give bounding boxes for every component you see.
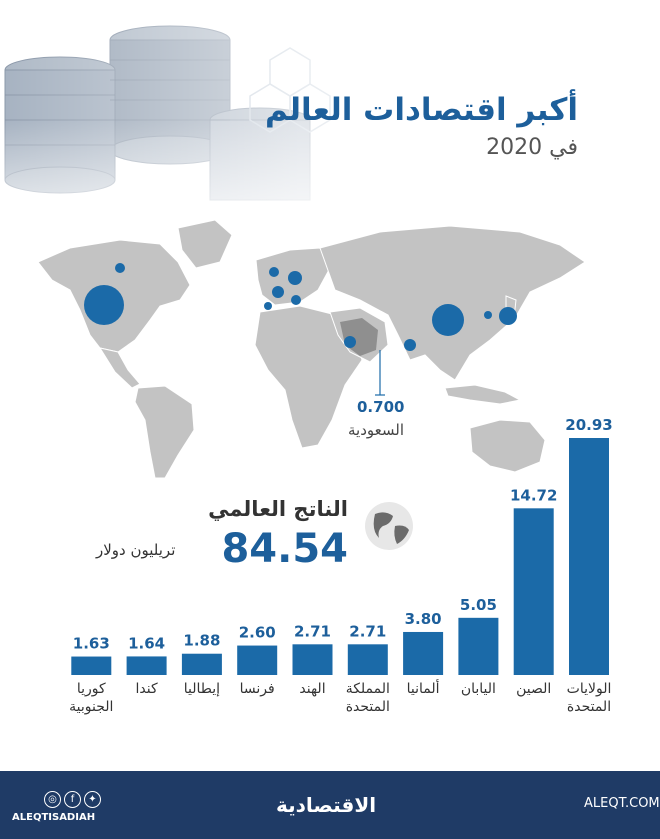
bar-value-label-8: 1.64	[128, 634, 165, 652]
world-map	[37, 219, 586, 479]
korea-bubble	[484, 311, 492, 319]
germany-bubble	[288, 271, 302, 285]
bar-value-label-6: 2.60	[239, 624, 276, 642]
category-label-7: إيطاليا	[184, 681, 220, 697]
asia-shape	[319, 225, 586, 381]
instagram-icon[interactable]: ◎	[44, 791, 61, 808]
france-bubble	[272, 286, 284, 298]
twitter-icon[interactable]: ✦	[84, 791, 101, 808]
category-label-8: كندا	[136, 681, 158, 697]
bar-1	[513, 508, 554, 675]
greenland-shape	[177, 219, 233, 269]
bar-value-label-1: 14.72	[510, 486, 557, 504]
footer-logo-text: ALEQTISADIAH	[12, 812, 96, 823]
world-gdp-value: 84.54	[221, 526, 348, 572]
south-america-shape	[134, 385, 195, 479]
uk-bubble	[269, 267, 279, 277]
bar-3	[403, 631, 444, 675]
bar-8	[126, 656, 167, 675]
bar-value-label-4: 2.71	[349, 622, 386, 640]
world-gdp-label: الناتج العالمي	[208, 497, 348, 521]
italy-bubble	[291, 295, 301, 305]
category-label-2: اليابان	[461, 681, 496, 697]
facebook-icon[interactable]: f	[64, 791, 81, 808]
spain-bubble	[264, 302, 272, 310]
category-label-9: كوريا الجنوبية	[69, 681, 113, 715]
china-bubble	[432, 304, 464, 336]
central-america-shape	[98, 347, 141, 389]
category-label-4: المملكة المتحدة	[346, 681, 390, 715]
category-label-5: الهند	[299, 681, 325, 697]
usa-bubble	[84, 285, 124, 325]
coins-background-image	[0, 0, 660, 250]
page-subtitle: في 2020	[486, 135, 578, 160]
website-link[interactable]: ALEQT.COM	[584, 796, 660, 811]
japan-bubble	[499, 307, 517, 325]
category-label-3: ألمانيا	[407, 679, 440, 697]
bar-value-label-3: 3.80	[405, 610, 442, 628]
bar-value-label-0: 20.93	[565, 416, 612, 434]
saudi-bubble	[344, 336, 356, 348]
india-bubble	[404, 339, 416, 351]
category-label-0: الولايات المتحدة	[567, 681, 612, 715]
category-label-6: فرنسا	[240, 681, 275, 697]
australia-shape	[469, 419, 546, 473]
canada-bubble	[115, 263, 125, 273]
bar-value-label-7: 1.88	[183, 632, 220, 650]
page-title: أكبر اقتصادات العالم	[265, 92, 578, 128]
bar-2	[458, 617, 499, 675]
globe-icon	[365, 502, 413, 550]
brand-logo: الاقتصادية	[276, 793, 377, 817]
gdp-bar-chart: 20.93 الولايات المتحدة 14.72 الصين 5.05 اليابا…	[69, 416, 613, 715]
unit-label: تريليون دولار	[96, 541, 176, 559]
indonesia-shape	[444, 384, 522, 405]
saudi-label: السعودية	[348, 421, 405, 439]
bar-value-label-2: 5.05	[460, 596, 497, 614]
saudi-value: 0.700	[357, 398, 405, 416]
bar-0	[569, 438, 609, 675]
bar-4	[347, 644, 388, 675]
bar-value-label-9: 1.63	[73, 635, 110, 653]
bar-9	[71, 656, 112, 675]
bar-value-label-5: 2.71	[294, 622, 331, 640]
bar-7	[181, 653, 222, 675]
bar-6	[237, 645, 278, 675]
bar-5	[292, 644, 333, 675]
category-label-1: الصين	[516, 681, 551, 697]
footer-bar	[0, 771, 660, 839]
